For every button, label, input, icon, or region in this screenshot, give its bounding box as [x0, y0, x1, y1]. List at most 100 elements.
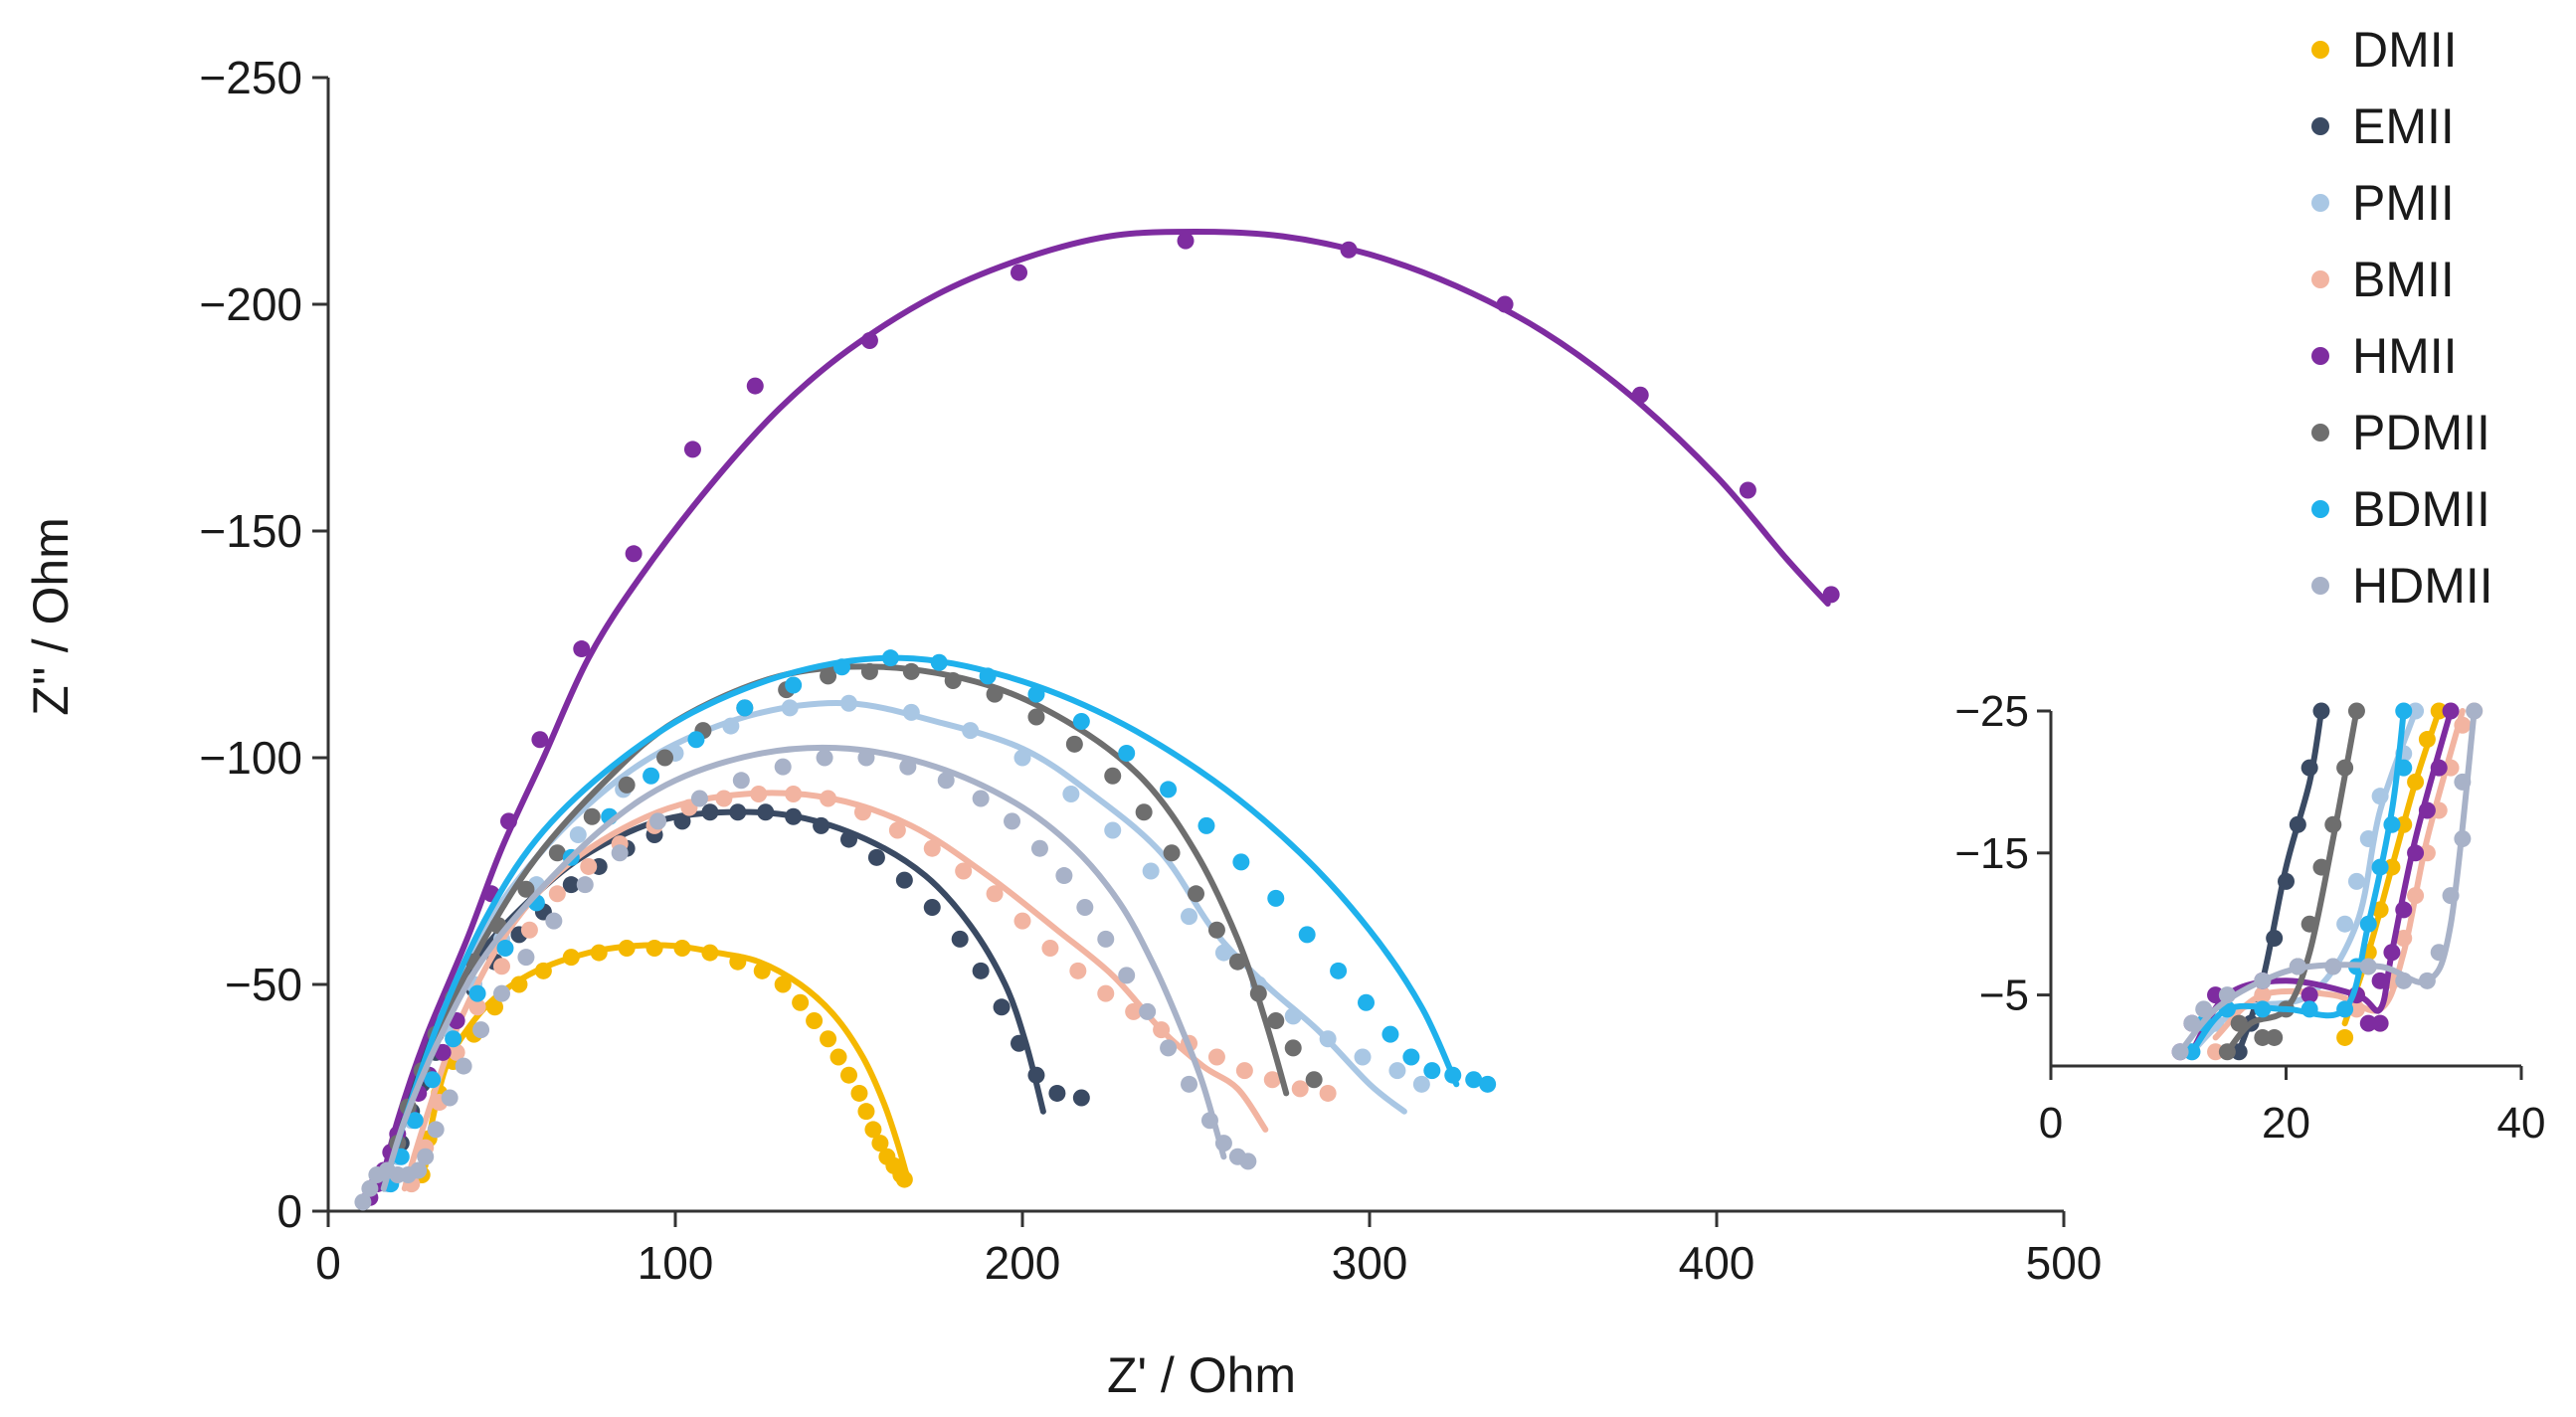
data-point-bmii	[853, 803, 871, 821]
data-point-bdmii	[643, 767, 660, 785]
data-point-bdmii	[1160, 781, 1178, 798]
series-hdmii	[354, 744, 1257, 1211]
data-point-bmii	[1041, 940, 1059, 958]
inset-data-point-hdmii	[2418, 972, 2436, 989]
data-point-pdmii	[860, 662, 878, 680]
data-point-bmii	[580, 857, 598, 875]
inset-data-point-pdmii	[2312, 858, 2330, 876]
data-point-pdmii	[548, 844, 566, 862]
data-point-bdmii	[1444, 1066, 1462, 1084]
data-point-pdmii	[1207, 921, 1225, 939]
data-point-bmii	[1125, 1002, 1143, 1020]
data-point-hdmii	[1076, 898, 1094, 916]
data-point-bdmii	[833, 658, 851, 676]
data-point-bmii	[1263, 1071, 1281, 1089]
data-point-bdmii	[424, 1071, 442, 1089]
data-point-hdmii	[1118, 967, 1136, 984]
inset-data-point-pmii	[2347, 872, 2365, 890]
data-point-hmii	[1496, 295, 1514, 313]
data-point-pdmii	[1027, 708, 1045, 726]
data-point-pdmii	[1065, 735, 1083, 753]
data-point-pmii	[722, 717, 740, 735]
data-point-hmii	[1822, 586, 1840, 604]
data-point-bmii	[1235, 1062, 1253, 1080]
data-point-hdmii	[545, 912, 563, 930]
data-point-hmii	[625, 545, 643, 563]
series-pdmii	[378, 662, 1323, 1192]
legend-marker-pmii	[2311, 194, 2329, 212]
data-point-pdmii	[902, 662, 920, 680]
inset-data-point-hdmii	[2454, 830, 2472, 848]
series-bdmii	[380, 649, 1497, 1193]
legend-marker-pdmii	[2311, 424, 2329, 442]
inset-data-point-hmii	[2371, 1014, 2389, 1032]
inset-data-point-pdmii	[2300, 915, 2318, 933]
inset-data-point-hdmii	[2442, 887, 2460, 905]
data-point-emii	[701, 803, 719, 821]
data-point-pdmii	[986, 685, 1004, 703]
data-point-dmii	[850, 1084, 868, 1102]
data-point-dmii	[829, 1048, 847, 1066]
inset-data-point-bmii	[2407, 887, 2425, 905]
inset-data-point-bdmii	[2359, 915, 2377, 933]
data-point-hdmii	[417, 1148, 435, 1165]
data-point-bmii	[955, 862, 973, 880]
data-point-pmii	[1214, 944, 1232, 962]
data-point-emii	[813, 816, 830, 834]
inset-data-point-bdmii	[2383, 815, 2401, 833]
inset-data-point-hmii	[2407, 844, 2425, 862]
data-point-emii	[1011, 1034, 1028, 1052]
inset-data-point-pdmii	[2218, 1043, 2236, 1061]
data-point-dmii	[792, 993, 810, 1011]
inset-data-point-pmii	[2407, 702, 2425, 720]
data-point-hdmii	[410, 1161, 428, 1179]
inset-chart: 0 20 40 −5 −15 −25	[1954, 687, 2545, 1148]
data-point-bdmii	[1423, 1062, 1441, 1080]
data-point-pmii	[1142, 862, 1160, 880]
data-point-hmii	[573, 640, 591, 658]
data-point-pdmii	[656, 749, 674, 767]
legend-label-bmii: BMII	[2352, 252, 2455, 307]
data-point-bmii	[1207, 1048, 1225, 1066]
inset-y-tick-label: −5	[1979, 972, 2029, 1020]
inset-data-point-hdmii	[2254, 972, 2272, 989]
legend-label-bdmii: BDMII	[2352, 481, 2490, 537]
data-point-dmii	[729, 953, 747, 971]
data-point-pdmii	[944, 671, 962, 689]
legend-label-hdmii: HDMII	[2352, 558, 2493, 614]
data-point-pmii	[1388, 1062, 1406, 1080]
data-point-pdmii	[1163, 844, 1181, 862]
data-point-pdmii	[1228, 953, 1246, 971]
inset-x-tick-label: 20	[2262, 1099, 2310, 1148]
data-point-dmii	[753, 962, 771, 979]
data-point-pmii	[1354, 1048, 1372, 1066]
y-axis-label: Z'' / Ohm	[23, 517, 79, 716]
inset-data-point-hmii	[2442, 702, 2460, 720]
data-point-pmii	[781, 699, 799, 717]
data-point-bdmii	[1197, 816, 1215, 834]
inset-x-tick-label: 0	[2039, 1099, 2063, 1148]
data-point-pmii	[1013, 749, 1031, 767]
data-point-emii	[785, 807, 803, 825]
data-point-bmii	[520, 921, 538, 939]
data-point-dmii	[510, 975, 528, 993]
data-point-hdmii	[649, 812, 667, 830]
data-point-dmii	[871, 1135, 889, 1152]
fit-line-bmii	[401, 790, 1269, 1192]
inset-data-point-pmii	[2359, 830, 2377, 848]
legend-label-emii: EMII	[2352, 98, 2455, 154]
legend-label-pmii: PMII	[2352, 175, 2455, 231]
y-tick-label: −200	[199, 278, 302, 330]
data-point-bmii	[468, 998, 486, 1016]
y-tick-label: −250	[199, 52, 302, 103]
data-point-hdmii	[455, 1057, 472, 1075]
data-point-pdmii	[1267, 1011, 1285, 1029]
data-point-hmii	[1340, 241, 1358, 259]
data-point-pdmii	[1104, 767, 1122, 785]
data-point-hmii	[683, 441, 701, 458]
legend-label-hmii: HMII	[2352, 328, 2458, 384]
data-point-emii	[840, 830, 857, 848]
data-point-pmii	[1181, 908, 1198, 926]
data-point-pdmii	[517, 880, 535, 898]
